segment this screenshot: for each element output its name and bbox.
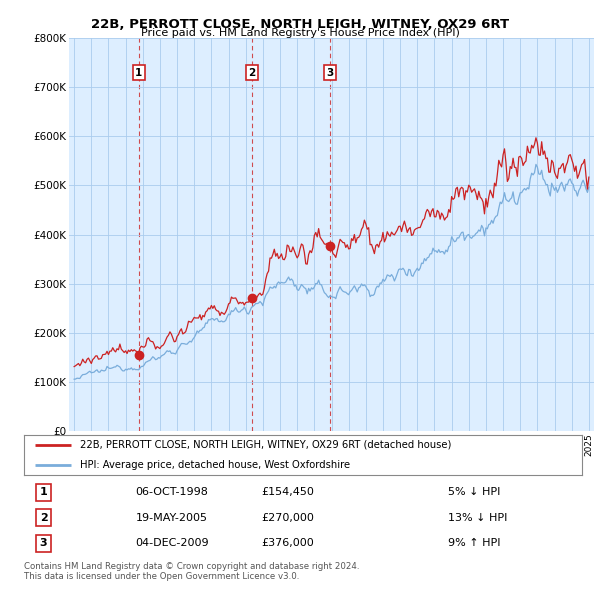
Text: 5% ↓ HPI: 5% ↓ HPI xyxy=(448,487,500,497)
Text: Price paid vs. HM Land Registry's House Price Index (HPI): Price paid vs. HM Land Registry's House … xyxy=(140,28,460,38)
Text: 2: 2 xyxy=(248,68,256,78)
Text: 3: 3 xyxy=(40,538,47,548)
Text: 22B, PERROTT CLOSE, NORTH LEIGH, WITNEY, OX29 6RT: 22B, PERROTT CLOSE, NORTH LEIGH, WITNEY,… xyxy=(91,18,509,31)
Text: 1: 1 xyxy=(135,68,142,78)
Text: 06-OCT-1998: 06-OCT-1998 xyxy=(136,487,208,497)
Text: 3: 3 xyxy=(326,68,334,78)
Text: £154,450: £154,450 xyxy=(261,487,314,497)
Text: This data is licensed under the Open Government Licence v3.0.: This data is licensed under the Open Gov… xyxy=(24,572,299,581)
Text: 13% ↓ HPI: 13% ↓ HPI xyxy=(448,513,508,523)
Text: HPI: Average price, detached house, West Oxfordshire: HPI: Average price, detached house, West… xyxy=(80,460,350,470)
Text: 1: 1 xyxy=(40,487,47,497)
Text: 04-DEC-2009: 04-DEC-2009 xyxy=(136,538,209,548)
Text: 19-MAY-2005: 19-MAY-2005 xyxy=(136,513,208,523)
Text: £270,000: £270,000 xyxy=(261,513,314,523)
Text: £376,000: £376,000 xyxy=(262,538,314,548)
Text: 22B, PERROTT CLOSE, NORTH LEIGH, WITNEY, OX29 6RT (detached house): 22B, PERROTT CLOSE, NORTH LEIGH, WITNEY,… xyxy=(80,440,451,450)
Text: Contains HM Land Registry data © Crown copyright and database right 2024.: Contains HM Land Registry data © Crown c… xyxy=(24,562,359,571)
Text: 9% ↑ HPI: 9% ↑ HPI xyxy=(448,538,500,548)
Text: 2: 2 xyxy=(40,513,47,523)
